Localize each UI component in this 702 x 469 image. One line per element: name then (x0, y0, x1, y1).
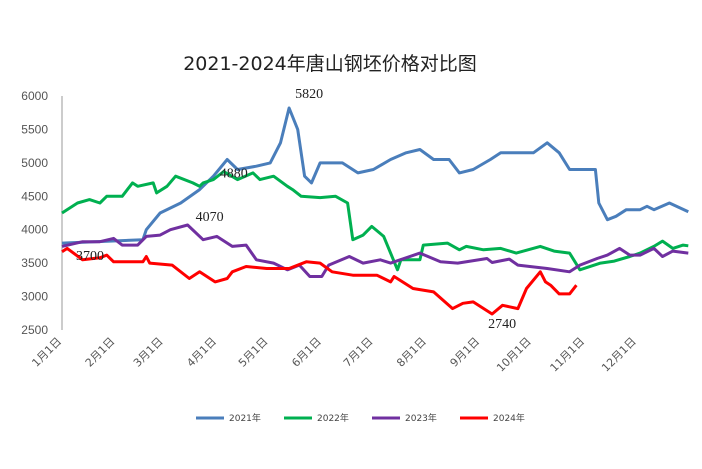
x-tick-label: 2月1日 (83, 335, 118, 370)
chart-title: 2021-2024年唐山钢坯价格对比图 (183, 53, 477, 75)
x-tick-label: 5月1日 (236, 335, 271, 370)
x-tick-label: 4月1日 (184, 335, 219, 370)
legend-label: 2023年 (405, 412, 437, 424)
x-tick-label: 12月1日 (599, 335, 639, 375)
x-tick-label: 6月1日 (289, 335, 324, 370)
x-tick-label: 1月1日 (29, 335, 64, 370)
y-tick-label: 5500 (21, 122, 48, 136)
series-line-2023年 (61, 223, 689, 278)
data-label: 3700 (76, 249, 104, 264)
x-tick-label: 11月1日 (548, 335, 588, 375)
y-axis-ticks: 6000 5500 5000 4500 4000 3500 3000 2500 (21, 89, 48, 337)
legend-label: 2021年 (229, 412, 261, 424)
data-label: 5820 (295, 87, 323, 102)
x-tick-label: 9月1日 (448, 335, 483, 370)
data-label: 4880 (220, 167, 248, 182)
y-tick-label: 4000 (21, 223, 48, 237)
y-tick-label: 5000 (21, 156, 48, 170)
series-lines (61, 106, 689, 316)
data-label: 2740 (488, 317, 516, 332)
x-tick-label: 3月1日 (131, 335, 166, 370)
y-tick-label: 2500 (21, 323, 48, 337)
y-tick-label: 6000 (21, 89, 48, 103)
x-axis-ticks: 1月1日 2月1日 3月1日 4月1日 5月1日 6月1日 7月1日 8月1日 9月1日 10月1… (29, 335, 638, 375)
data-label: 4070 (196, 210, 224, 225)
y-tick-label: 3000 (21, 290, 48, 304)
series-line-2022年 (61, 170, 689, 272)
y-tick-label: 4500 (21, 189, 48, 203)
series-line-2021年 (61, 106, 689, 245)
series-line-2024年 (61, 246, 578, 316)
x-tick-label: 10月1日 (494, 335, 534, 375)
x-tick-label: 8月1日 (394, 335, 429, 370)
legend-label: 2022年 (317, 412, 349, 424)
y-tick-label: 3500 (21, 256, 48, 270)
legend-label: 2024年 (493, 412, 525, 424)
x-tick-label: 7月1日 (341, 335, 376, 370)
annotations: 5820 4880 4070 3700 2740 (76, 87, 516, 332)
legend: 2021年 2022年 2023年 2024年 (196, 412, 525, 424)
